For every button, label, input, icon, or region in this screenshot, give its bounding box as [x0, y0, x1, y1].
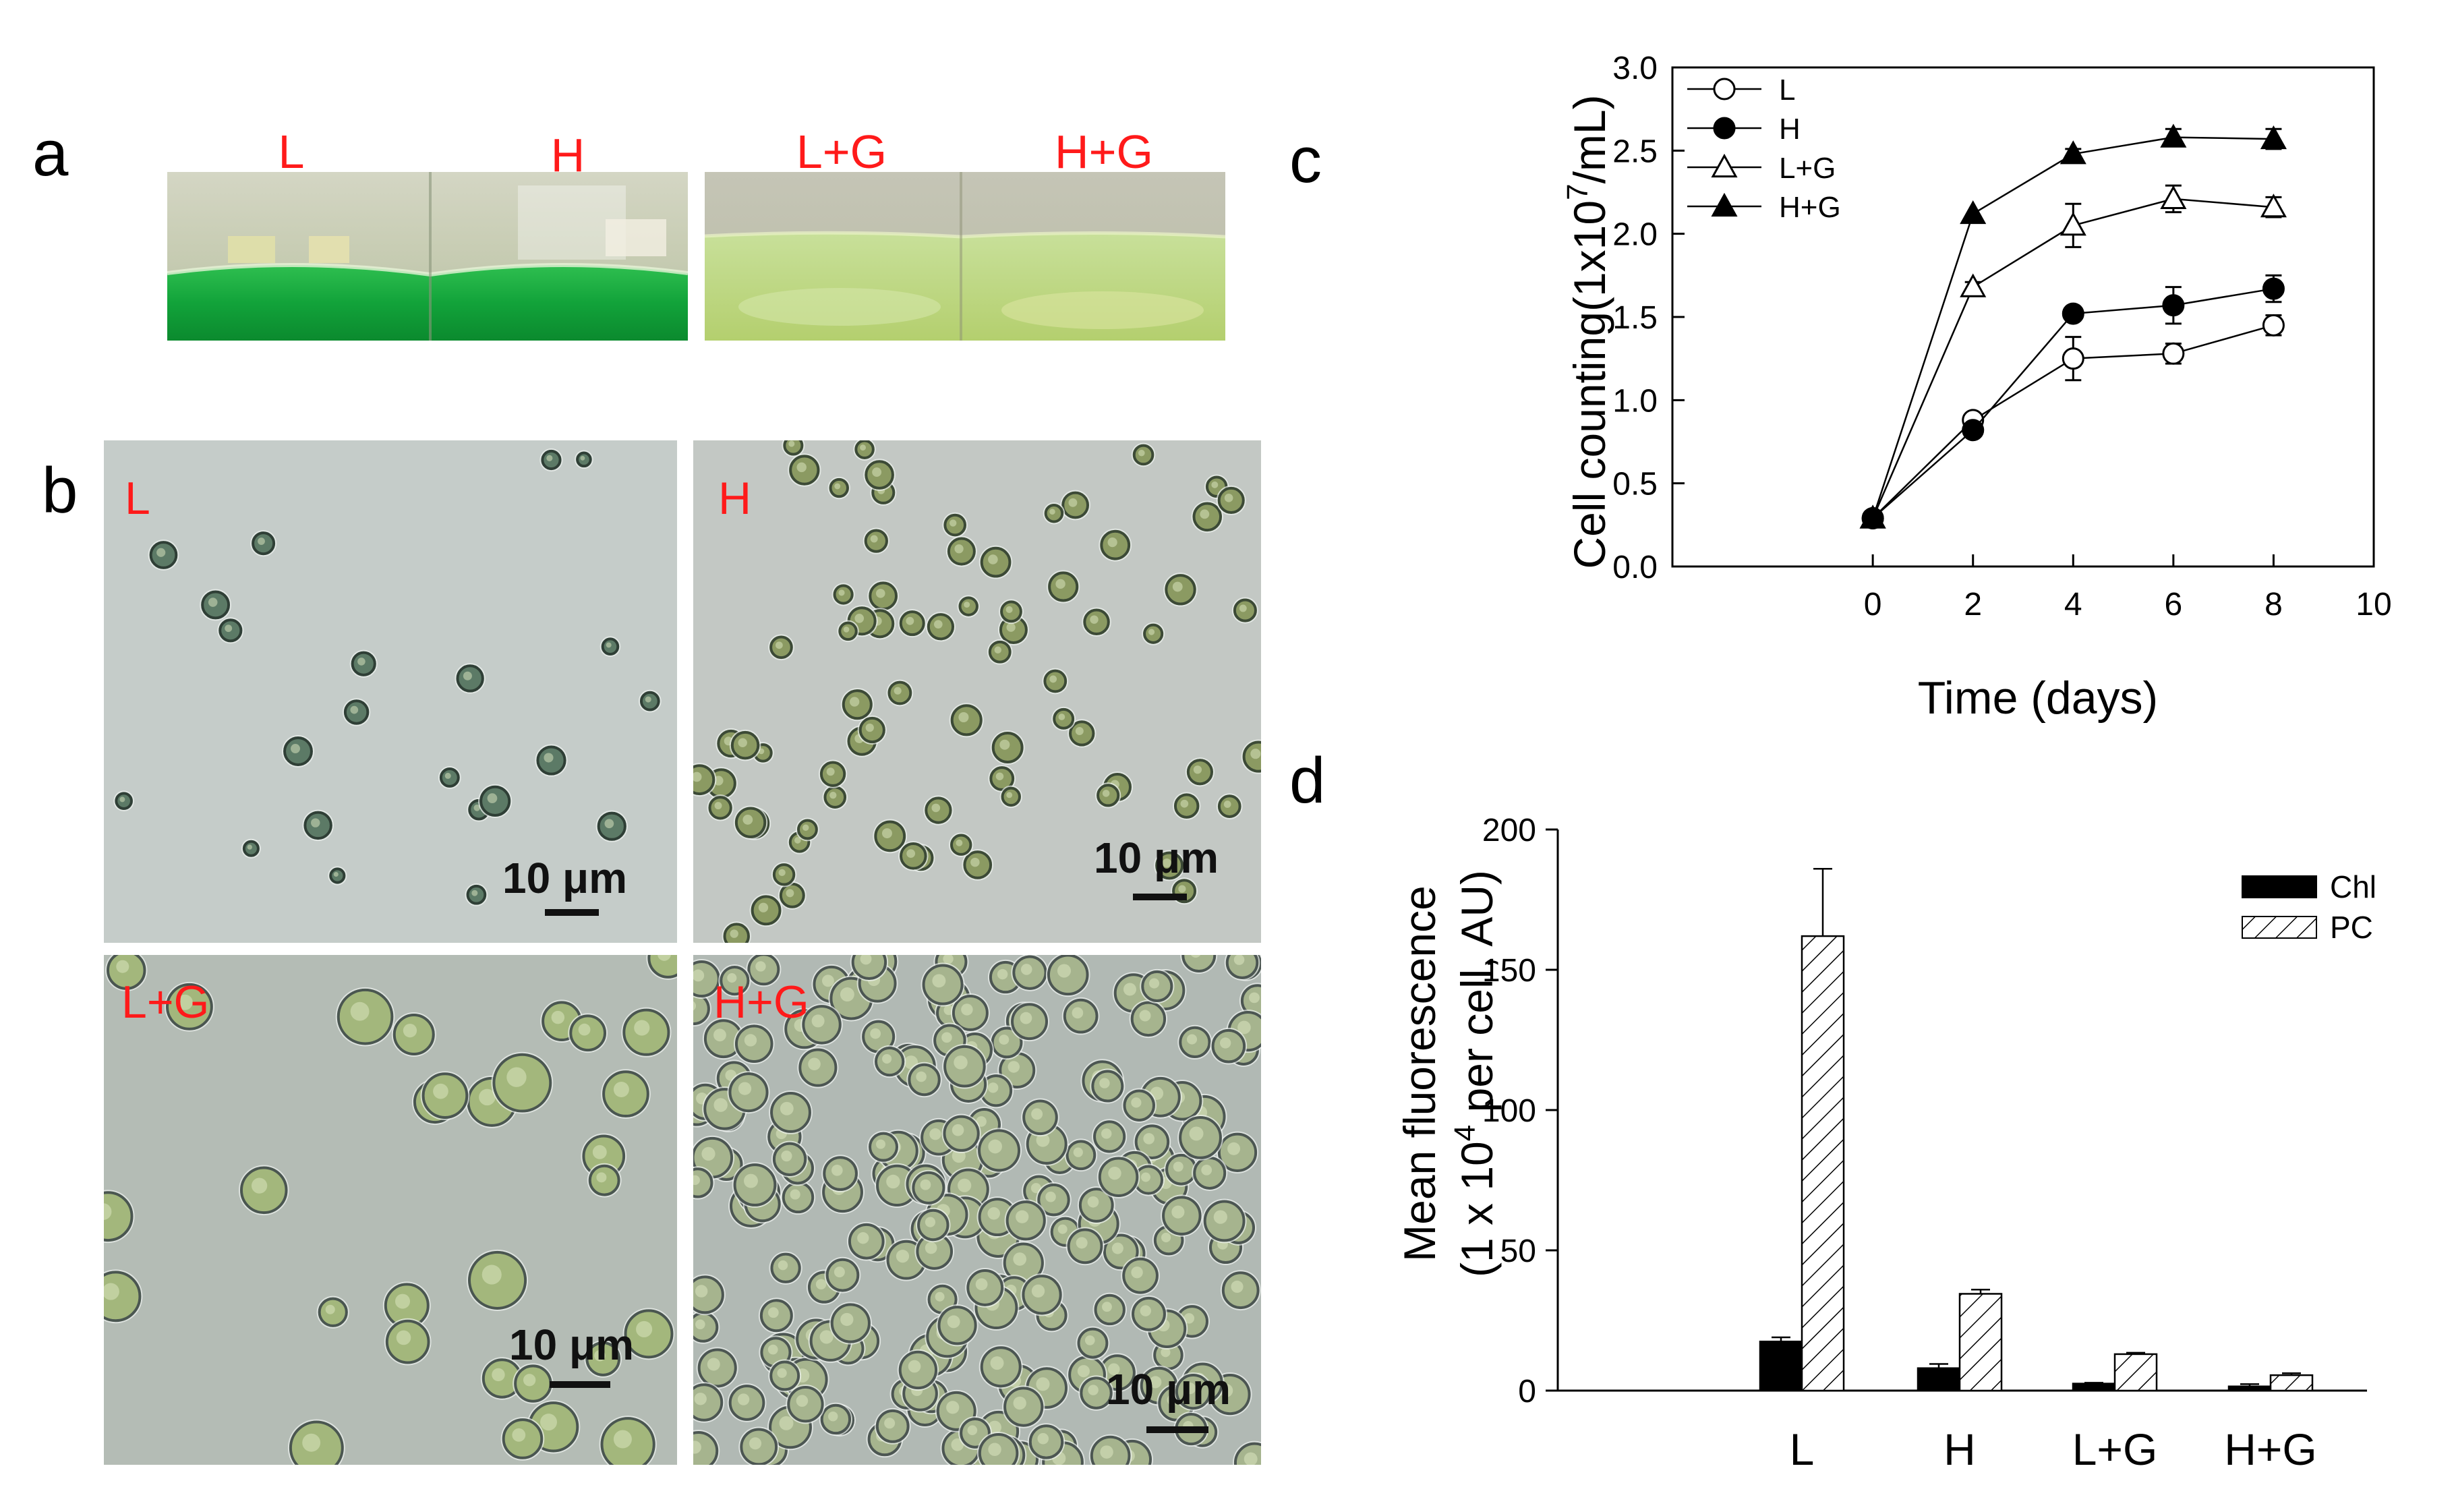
chart-d-bar-chl [1917, 1367, 1961, 1392]
chart-c-ytick-label: 0.0 [1612, 550, 1658, 585]
flask-photo-right [705, 172, 1225, 341]
chart-cell-counting: 0.0 0.5 1.0 1.5 2.0 2.5 3.0 0 2 4 6 8 10 LH L+G H+G Ti… [1561, 51, 2392, 724]
chart-c-legend-label-hg: H+G [1779, 191, 1841, 224]
chart-d-bar-chl [1759, 1340, 1803, 1392]
chart-c-point-hg [2260, 125, 2287, 150]
chart-c-xtick-label: 8 [2265, 587, 2283, 622]
chart-c-point-hg [2059, 140, 2086, 165]
chart-c-legend-label-h: H [1779, 113, 1801, 146]
chart-c-point-l [2262, 314, 2285, 337]
chart-c-series-h [1861, 274, 2285, 529]
chart-c-point-h [1962, 419, 1985, 442]
flask-label-h: H [550, 129, 585, 181]
chart-d-ytick-label: 0 [1518, 1374, 1536, 1409]
chart-d-category-label: L+G [2072, 1424, 2158, 1474]
panel-a-letter: a [32, 117, 69, 190]
micrograph-label-l: L [125, 473, 150, 524]
chart-c-legend-marker-l [1713, 78, 1736, 100]
chart-c-series-hg [1859, 123, 2287, 529]
panel-b-letter: b [42, 455, 78, 527]
chart-d-category-label: H+G [2224, 1424, 2317, 1474]
chart-d-legend-label-chl: Chl [2330, 869, 2376, 904]
chart-c-xtick-label: 6 [2165, 587, 2183, 622]
scale-label-l: 10 μm [502, 854, 628, 902]
chart-c-xtick-label: 10 [2356, 587, 2391, 622]
chart-c-legend-marker-hg [1711, 192, 1738, 217]
chart-c-ytick-label: 0.5 [1612, 467, 1658, 502]
chart-c-xtick-label: 4 [2064, 587, 2082, 622]
chart-c-xtick-label: 2 [1964, 587, 1982, 622]
micrograph-lg [104, 955, 677, 1465]
chart-d-bar-chl [2227, 1385, 2272, 1392]
chart-c-xtick-label: 0 [1864, 587, 1882, 622]
chart-d-ylabel-line2: (1 x 104 per cell, AU) [1449, 870, 1502, 1277]
chart-d-bar-pc [2269, 1374, 2314, 1392]
chart-c-legend-marker-h [1713, 117, 1736, 140]
scale-label-h: 10 μm [1094, 834, 1219, 882]
chart-d-ytick-label: 200 [1482, 813, 1536, 848]
micrograph-label-h: H [718, 473, 752, 524]
scale-bar-l [545, 909, 599, 916]
chart-d-legend-label-pc: PC [2330, 910, 2373, 945]
chart-d-category-label: L [1790, 1424, 1815, 1474]
micrograph-label-lg: L+G [121, 977, 210, 1028]
chart-c-point-h [2262, 277, 2285, 300]
chart-c-point-lg [2059, 212, 2086, 236]
chart-c-ytick-label: 2.0 [1612, 217, 1658, 253]
flask-label-lg: L+G [796, 125, 887, 178]
chart-d-bar-pc [1958, 1293, 2003, 1392]
chart-c-line-hg [1871, 136, 2274, 519]
micrograph-label-hg: H+G [713, 977, 809, 1028]
flask-label-l: L [278, 125, 305, 178]
chart-c-ytick-label: 2.5 [1612, 134, 1658, 169]
chart-d-bar-pc [2113, 1353, 2158, 1392]
chart-c-point-lg [2260, 194, 2287, 218]
chart-c-ytick-label: 3.0 [1612, 51, 1658, 86]
chart-c-point-h [2062, 302, 2084, 325]
chart-d-bar-pc [1801, 935, 1845, 1392]
chart-c-point-hg [2160, 123, 2187, 148]
micrograph-h [693, 440, 1261, 943]
chart-c-series-l [1861, 314, 2285, 529]
chart-c-point-l [2062, 347, 2084, 370]
scale-bar-h [1133, 894, 1187, 900]
micrograph-hg [693, 955, 1261, 1465]
scale-bar-hg [1146, 1426, 1208, 1433]
chart-c-point-h [2162, 294, 2185, 317]
micrograph-l [104, 440, 677, 943]
panel-c-letter: c [1289, 124, 1322, 196]
chart-c-legend-marker-lg [1711, 153, 1738, 178]
chart-d-category-label: H [1944, 1424, 1976, 1474]
chart-d-legend-swatch-pc [2242, 916, 2317, 939]
panel-d-letter: d [1289, 745, 1326, 817]
chart-c-point-hg [1859, 504, 1886, 529]
chart-c-point-hg [1960, 200, 1987, 225]
chart-c-legend-label-l: L [1779, 74, 1795, 107]
chart-c-point-lg [2160, 185, 2187, 209]
chart-d-ytick-label: 50 [1500, 1233, 1536, 1269]
chart-c-xlabel: Time (days) [1918, 672, 2158, 724]
flask-label-hg: H+G [1055, 125, 1153, 178]
flask-photo-left [167, 172, 688, 341]
chart-mean-fluorescence: 0 50 100 150 200 L H L+G H+G Chl PC Mean fluoresc… [1395, 813, 2376, 1474]
scale-bar-lg [550, 1381, 610, 1388]
chart-d-legend-swatch-chl [2242, 875, 2317, 898]
chart-c-point-lg [1960, 273, 1987, 297]
chart-c-ytick-label: 1.5 [1612, 300, 1658, 336]
scale-label-lg: 10 μm [509, 1320, 635, 1369]
chart-d-ytick-label: 100 [1482, 1093, 1536, 1129]
chart-d-ytick-label: 150 [1482, 953, 1536, 989]
chart-d-bar-chl [2072, 1383, 2116, 1392]
chart-d-ylabel-line1: Mean fluorescence [1395, 885, 1444, 1262]
chart-c-legend-label-lg: L+G [1779, 152, 1836, 185]
chart-c-ylabel: Cell counting(1x107/mL) [1561, 94, 1614, 569]
chart-c-point-l [2162, 342, 2185, 365]
chart-c-ytick-label: 1.0 [1612, 383, 1658, 419]
scale-label-hg: 10 μm [1106, 1365, 1231, 1414]
